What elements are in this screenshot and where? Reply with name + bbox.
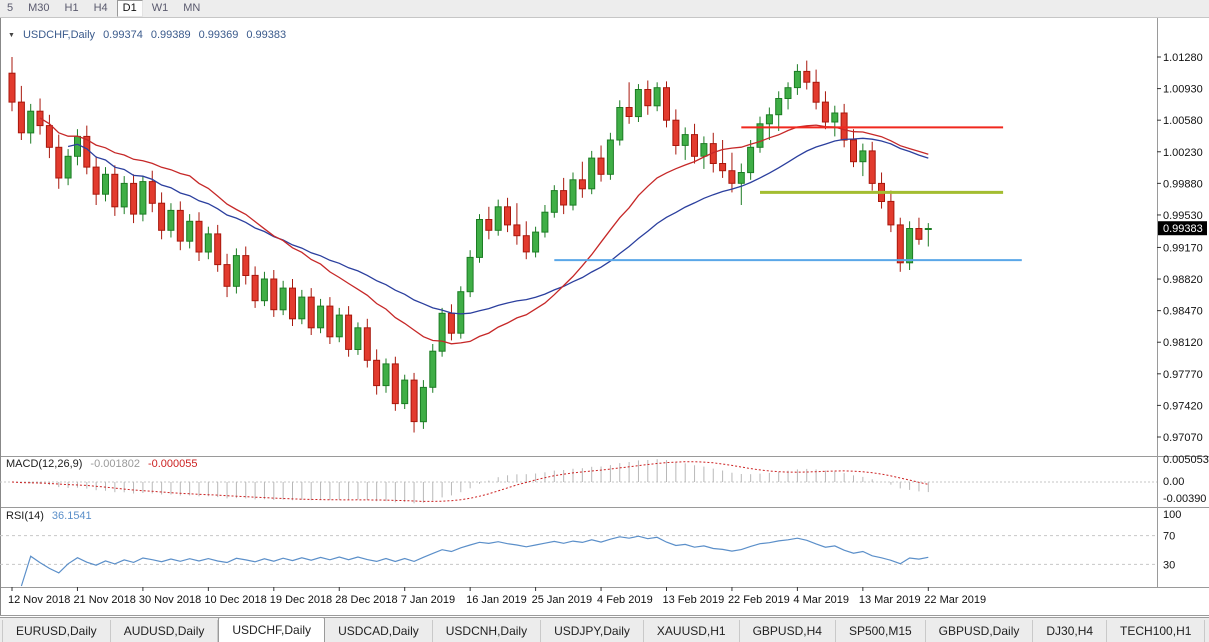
axis-label: 12 Nov 2018 [8,594,70,606]
chart-tab-usdcad-daily[interactable]: USDCAD,Daily [325,620,433,642]
price-axis[interactable]: 1.01280 1.00930 1.00580 1.00230 0.99880 0.995… [1157,52,1203,444]
chart-tab-eurusd-daily[interactable]: EURUSD,Daily [2,620,111,642]
axis-label: 0.98820 [1163,274,1203,286]
chart-tab-bar: EURUSD,Daily AUDUSD,Daily USDCHF,Daily USDC… [0,617,1209,642]
axis-label: 70 [1163,531,1175,543]
high-value: 0.99389 [150,29,191,41]
timeframe-button-m30[interactable]: M30 [28,2,50,14]
axis-label: 0.99170 [1163,242,1203,254]
axis-label: 13 Feb 2019 [663,594,725,606]
quick-trade-arrow-icon[interactable]: ▼ [8,31,15,39]
axis-label: 0.98470 [1163,306,1203,318]
axis-label: 0.005053 [1163,454,1209,466]
axis-label: 1.00930 [1163,84,1203,96]
symbol-ohlc-header: ▼ USDCHF,Daily 0.99374 0.99389 0.99369 0… [8,29,286,41]
axis-label: 21 Nov 2018 [73,594,135,606]
axis-label: 25 Jan 2019 [532,594,593,606]
timeframe-button-h4[interactable]: H4 [93,2,108,14]
macd-signal-value: -0.000055 [147,458,198,470]
axis-label: 0.97420 [1163,400,1203,412]
chart-tab-dj30-h4[interactable]: DJ30,H4 [1033,620,1108,642]
axis-label: 0.99530 [1163,210,1203,222]
axis-label: 10 Dec 2018 [204,594,266,606]
timeframe-button-d1[interactable]: D1 [116,0,143,17]
chart-tab-usdchf-daily[interactable]: USDCHF,Daily [218,618,326,642]
axis-label: 28 Dec 2018 [335,594,397,606]
axis-label: 13 Mar 2019 [859,594,921,606]
axis-label: 1.00580 [1163,115,1203,127]
axis-label: 16 Jan 2019 [466,594,527,606]
chart-tab-xauusd-h1[interactable]: XAUUSD,H1 [644,620,740,642]
chart-canvas[interactable]: 1.01280 1.00930 1.00580 1.00230 0.99880 0.995… [0,18,1209,616]
axis-label: 19 Dec 2018 [270,594,332,606]
axis-label: 100 [1163,509,1181,521]
rsi-line [20,535,929,587]
timeframe-button-mn[interactable]: MN [183,2,201,14]
axis-label: 1.01280 [1163,52,1203,64]
axis-label: 0.98120 [1163,337,1203,349]
timeframe-button-h1[interactable]: H1 [64,2,79,14]
axis-label: -0.00390 [1163,493,1206,505]
macd-histogram [20,459,929,504]
rsi-value: 36.1541 [51,510,92,522]
timeframe-button-w1[interactable]: W1 [151,2,169,14]
chart-tab-usdjpy-daily[interactable]: USDJPY,Daily [541,620,644,642]
close-value: 0.99383 [246,29,287,41]
macd-label: MACD(12,26,9) [6,458,83,470]
axis-label: 4 Feb 2019 [597,594,653,606]
candlestick-series [8,57,932,433]
current-price-badge [1158,221,1207,236]
axis-label: 1.00230 [1163,147,1203,159]
axis-label: 0.00 [1163,476,1184,488]
chart-tab-gbpusd-daily[interactable]: GBPUSD,Daily [926,620,1034,642]
axis-label: 4 Mar 2019 [793,594,849,606]
chart-tab-sp500-m15[interactable]: SP500,M15 [836,620,926,642]
chart-tab-gbpusd-h4[interactable]: GBPUSD,H4 [740,620,836,642]
axis-label: 0.99880 [1163,178,1203,190]
chart-tab-usdcnh-daily[interactable]: USDCNH,Daily [433,620,542,642]
chart-tab-u[interactable]: U [1205,620,1209,642]
rsi-header: RSI(14) 36.1541 [6,510,92,522]
axis-label: 7 Jan 2019 [401,594,455,606]
chart-tab-tech100-h1[interactable]: TECH100,H1 [1107,620,1206,642]
axis-label: 30 [1163,559,1175,571]
macd-header: MACD(12,26,9) -0.001802 -0.000055 [6,458,198,470]
axis-label: 0.97070 [1163,432,1203,444]
axis-label: 30 Nov 2018 [139,594,201,606]
macd-main-value: -0.001802 [90,458,140,470]
axis-label: 0.99383 [1163,223,1203,235]
axis-label: 0.97770 [1163,369,1203,381]
time-axis[interactable]: 12 Nov 2018 21 Nov 2018 30 Nov 2018 10 Dec … [8,587,986,606]
ma-slow-line [67,137,929,315]
open-value: 0.99374 [103,29,143,41]
rsi-label: RSI(14) [6,510,44,522]
low-value: 0.99369 [198,29,239,41]
timeframe-toolbar: 5 M30 H1 H4 D1 W1 MN [0,0,1209,18]
symbol-label: USDCHF,Daily [22,29,96,41]
timeframe-button-5[interactable]: 5 [7,2,14,14]
ma-fast-line [39,117,929,345]
chart-tab-audusd-daily[interactable]: AUDUSD,Daily [111,620,219,642]
axis-label: 22 Mar 2019 [924,594,986,606]
axis-label: 22 Feb 2019 [728,594,790,606]
macd-signal-line [11,461,929,502]
